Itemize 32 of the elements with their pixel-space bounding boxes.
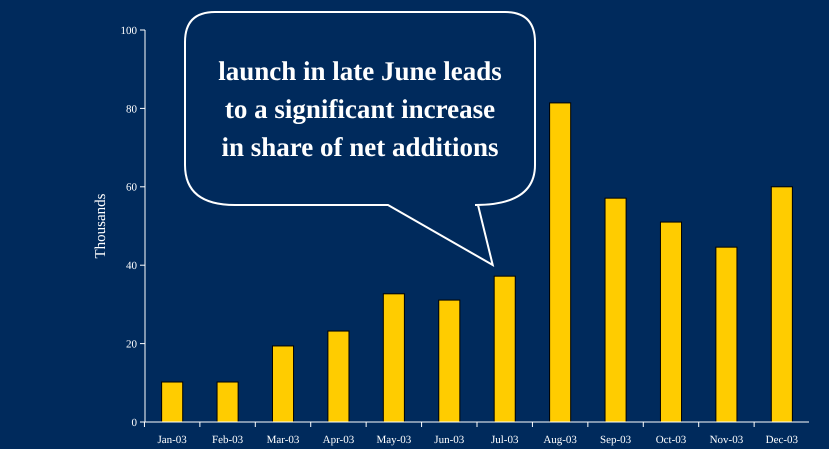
x-tick-label: Aug-03: [543, 434, 578, 446]
x-tick-label: May-03: [376, 434, 412, 446]
annotation: launch in late June leads to a significant increase in share of net additions: [218, 56, 502, 162]
y-axis-title: Thousands: [93, 193, 109, 258]
x-tick-label: Feb-03: [212, 434, 244, 446]
x-tick-label: Apr-03: [322, 434, 355, 446]
bar: [494, 276, 516, 422]
bar: [438, 300, 460, 422]
bar: [161, 382, 184, 422]
x-tick-label: Jun-03: [434, 434, 465, 446]
y-tick-label: 60: [126, 182, 138, 194]
bar: [715, 246, 738, 422]
bar: [327, 330, 350, 422]
x-tick-label: Dec-03: [766, 434, 799, 446]
bar: [272, 345, 294, 422]
x-tick-label: Nov-03: [710, 434, 744, 446]
bar: [604, 198, 627, 422]
bar: [216, 382, 239, 422]
y-tick-label: 80: [126, 103, 138, 116]
y-tick-label: 100: [120, 24, 138, 37]
y-tick-label: 20: [126, 338, 138, 350]
x-tick-label: Sep-03: [600, 434, 632, 446]
bar: [660, 222, 682, 422]
x-tick-label: Mar-03: [266, 434, 300, 446]
bar: [382, 293, 405, 422]
y-tick-label: 0: [132, 416, 138, 429]
x-tick-label: Jul-03: [490, 434, 519, 446]
y-tick-label: 40: [126, 260, 138, 272]
bar: [770, 186, 793, 422]
bar: [549, 102, 572, 422]
x-tick-label: Jan-03: [157, 434, 188, 446]
x-tick-label: Oct-03: [656, 434, 687, 446]
